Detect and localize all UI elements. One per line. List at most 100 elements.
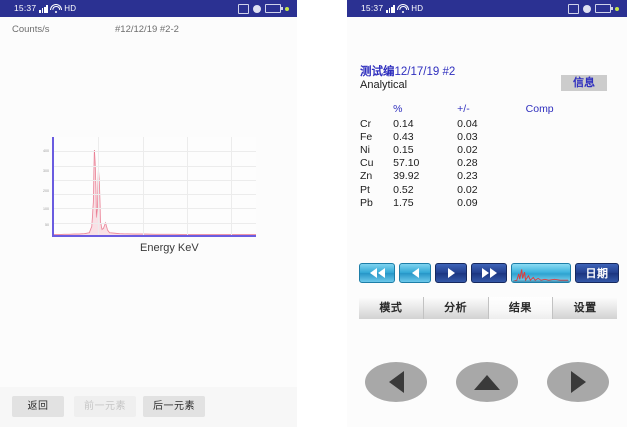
tab-分析[interactable]: 分析 [423,297,489,319]
info-button[interactable]: 信息 [561,75,607,91]
table-row: Pb 1.75 0.09 [360,196,614,209]
cell-percent: 57.10 [393,157,420,170]
status-bar-left-group-2: 15:37 HD [361,0,423,17]
table-row: Cu 57.10 0.28 [360,157,614,170]
cell-percent: 0.14 [393,117,414,130]
cell-error: 0.23 [457,170,478,183]
cell-element: Fe [360,130,373,143]
vibrate-icon [568,3,579,14]
status-bar-right-group-2 [568,0,619,17]
results-table-head: % +/- Comp [360,103,614,117]
status-bar-right-group [238,0,289,17]
cell-percent: 1.75 [393,196,414,209]
cell-comp [526,183,614,196]
cell-error: 0.28 [457,157,478,170]
chart-gridline-vertical [187,137,189,235]
triangle-right-icon[interactable] [547,362,609,402]
chart-gridline-horizontal [54,151,256,153]
network-label: HD [64,4,77,13]
chart-gridline-vertical [142,137,144,235]
triangle-up-icon[interactable] [456,362,518,402]
cell-element: Pt [360,183,370,196]
reading-title-date: 12/17/19 #2 [394,66,456,78]
prev-icon[interactable] [399,263,431,283]
cell-comp [526,170,614,183]
col-header-percent: % [393,103,403,115]
chart-gridline-vertical [231,137,233,235]
table-row: Zn 39.92 0.23 [360,170,614,183]
battery-icon [595,4,613,13]
results-table-body: Cr 0.14 0.04 Fe 0.43 0.03 Ni 0.15 0.02 Cu 57.10 0.2… [360,117,614,209]
status-time-2: 15:37 [361,3,384,13]
wifi-icon [397,3,410,13]
status-bar-left: 15:37 HD [0,0,297,17]
reading-title: 测试编12/17/19 #2 [360,63,455,79]
dpad-controls [347,353,627,415]
cell-comp [526,117,614,130]
signal-icon [386,4,395,13]
table-row: Fe 0.43 0.03 [360,130,614,143]
left-phone-panel: 15:37 HD Counts/s #12/12/19 #2-2 400 300 2… [0,0,297,427]
chart-gridline-horizontal [54,208,256,210]
chart-y-tick-labels: 400 300 200 100 50 [26,137,50,237]
vibrate-icon [238,3,249,14]
cell-percent: 0.52 [393,183,414,196]
col-header-element [360,103,393,117]
chart-gridline-horizontal [54,179,256,181]
reading-title-cn: 测试编 [360,66,395,78]
analysis-mode-label: Analytical [360,79,408,91]
chart-gridline-horizontal [54,194,256,196]
network-label-2: HD [411,4,424,13]
rewind-icon[interactable] [359,263,395,283]
prev-element-button[interactable]: 前一元素 [74,396,136,417]
signal-icon [39,4,48,13]
back-button[interactable]: 返回 [12,396,64,417]
chart-gridline-horizontal [54,165,256,167]
cell-element: Cr [360,117,372,130]
chart-x-axis-label: Energy KeV [140,242,199,254]
table-row: Pt 0.52 0.02 [360,183,614,196]
tab-模式[interactable]: 模式 [359,297,424,319]
spectrum-thumbnail-icon[interactable] [511,263,571,283]
status-bar-left-group: 15:37 HD [14,0,76,17]
chart-y-tick: 50 [45,223,49,227]
cell-comp [526,196,614,209]
cell-comp [526,157,614,170]
tab-结果[interactable]: 结果 [488,297,554,319]
wifi-icon [50,3,63,13]
next-element-button[interactable]: 后一元素 [143,396,205,417]
charge-dot-icon [615,6,619,11]
play-icon[interactable] [435,263,467,283]
table-row: Cr 0.14 0.04 [360,117,614,130]
left-panel-header: Counts/s #12/12/19 #2-2 [0,17,297,41]
cell-percent: 39.92 [393,170,420,183]
fast-forward-icon[interactable] [471,263,507,283]
tab-设置[interactable]: 设置 [553,297,617,319]
record-nav-row: 日期 [359,263,619,283]
table-header-row: % +/- Comp [360,103,614,117]
results-table: % +/- Comp Cr 0.14 0.04 Fe 0.43 0.03 Ni 0.15 0.0… [360,103,614,209]
chart-series-path [54,137,256,235]
col-header-error: +/- [457,103,470,115]
alarm-icon [583,4,591,13]
cell-element: Ni [360,143,370,156]
col-header-comp: Comp [525,103,554,115]
cell-element: Zn [360,170,373,183]
cell-comp [526,143,614,156]
chart-y-axis-title: Counts/s [12,24,50,35]
cell-percent: 0.43 [393,130,414,143]
sample-id-label: #12/12/19 #2-2 [115,24,179,35]
status-bar-right: 15:37 HD [347,0,627,17]
cell-error: 0.04 [457,117,478,130]
chart-y-tick: 100 [43,207,49,211]
cell-percent: 0.15 [393,143,414,156]
cell-error: 0.09 [457,196,478,209]
chart-y-tick: 300 [43,169,49,173]
alarm-icon [253,4,261,13]
status-time: 15:37 [14,3,37,13]
table-row: Ni 0.15 0.02 [360,143,614,156]
date-button[interactable]: 日期 [575,263,619,283]
charge-dot-icon [285,6,289,11]
triangle-left-icon[interactable] [365,362,427,402]
